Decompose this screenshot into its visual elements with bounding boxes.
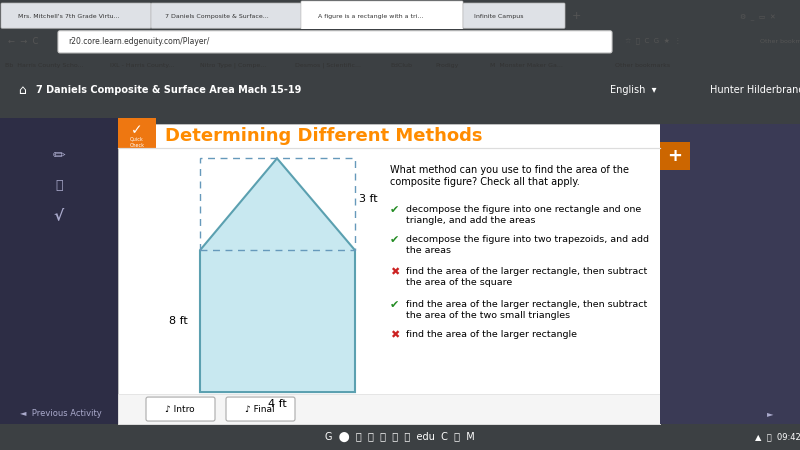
Text: Quick
Check: Quick Check (130, 137, 145, 148)
Text: ♪ Final: ♪ Final (245, 405, 275, 414)
Bar (200, 158, 355, 250)
Text: Mrs. Mitchell's 7th Grade Virtu...: Mrs. Mitchell's 7th Grade Virtu... (18, 14, 120, 18)
Bar (118, 394, 660, 424)
Text: decompose the figure into one rectangle and one
triangle, and add the areas: decompose the figure into one rectangle … (406, 205, 642, 225)
Text: ✖: ✖ (390, 267, 399, 277)
Text: ⌂: ⌂ (18, 84, 26, 97)
Text: r20.core.learn.edgenuity.com/Player/: r20.core.learn.edgenuity.com/Player/ (68, 37, 210, 46)
Text: Determining Different Methods: Determining Different Methods (165, 127, 482, 145)
Text: Other bookmarks: Other bookmarks (615, 63, 670, 68)
Text: 3 ft: 3 ft (359, 194, 378, 204)
Text: ►: ► (766, 410, 774, 418)
Text: 4 ft: 4 ft (268, 399, 287, 409)
Text: 8 ft: 8 ft (170, 316, 188, 326)
Text: +: + (667, 147, 682, 165)
FancyBboxPatch shape (301, 1, 463, 30)
Text: ✓: ✓ (131, 123, 143, 137)
Text: English  ▾: English ▾ (610, 86, 657, 95)
Text: Other bookmarks: Other bookmarks (760, 39, 800, 45)
FancyBboxPatch shape (146, 397, 215, 421)
FancyBboxPatch shape (463, 3, 565, 28)
Text: ✖: ✖ (390, 330, 399, 340)
Text: ♪ Intro: ♪ Intro (165, 405, 195, 414)
Text: √: √ (54, 208, 64, 223)
Text: Hunter Hilderbrand: Hunter Hilderbrand (710, 86, 800, 95)
Bar (0, 118, 118, 424)
Bar (660, 142, 690, 170)
Text: What method can you use to find the area of the
composite figure? Check all that: What method can you use to find the area… (390, 165, 629, 187)
Text: M  Monster Maker Ga...: M Monster Maker Ga... (490, 63, 563, 68)
Text: ✔: ✔ (390, 205, 399, 215)
Text: ✏: ✏ (53, 148, 66, 163)
FancyBboxPatch shape (226, 397, 295, 421)
Text: Infinite Campus: Infinite Campus (474, 14, 523, 18)
Polygon shape (200, 158, 355, 392)
Text: Desmos | Scientific...: Desmos | Scientific... (295, 63, 361, 68)
Text: IXL - Harris County...: IXL - Harris County... (110, 63, 174, 68)
FancyBboxPatch shape (151, 3, 301, 28)
Text: decompose the figure into two trapezoids, and add
the areas: decompose the figure into two trapezoids… (406, 235, 649, 255)
Text: ✔: ✔ (390, 235, 399, 245)
Text: Bb  Harris County Scho...: Bb Harris County Scho... (5, 63, 84, 68)
Bar (118, 118, 156, 148)
Text: ▲  🔊  09:42: ▲ 🔊 09:42 (755, 432, 800, 441)
Text: ◄  Previous Activity: ◄ Previous Activity (20, 410, 102, 418)
Text: 🎧: 🎧 (55, 179, 62, 192)
Text: ⚙  _  ▭  ✕: ⚙ _ ▭ ✕ (740, 13, 776, 19)
Text: find the area of the larger rectangle, then subtract
the area of the two small t: find the area of the larger rectangle, t… (406, 300, 647, 320)
Text: 7 Daniels Composite & Surface Area Mach 15-19: 7 Daniels Composite & Surface Area Mach … (36, 86, 302, 95)
Text: ☆  ⬛  C  G  ★  ⋮: ☆ ⬛ C G ★ ⋮ (625, 38, 682, 45)
Text: ✔: ✔ (390, 300, 399, 310)
Text: A figure is a rectangle with a tri...: A figure is a rectangle with a tri... (318, 14, 423, 18)
Text: Prodigy: Prodigy (435, 63, 458, 68)
Text: find the area of the larger rectangle, then subtract
the area of the square: find the area of the larger rectangle, t… (406, 267, 647, 287)
Text: +: + (572, 11, 582, 21)
Text: 7 Daniels Composite & Surface...: 7 Daniels Composite & Surface... (165, 14, 269, 18)
Text: find the area of the larger rectangle: find the area of the larger rectangle (406, 330, 577, 339)
Text: Nitro Type | Compe...: Nitro Type | Compe... (200, 63, 266, 68)
FancyBboxPatch shape (1, 3, 151, 28)
Bar (118, 124, 660, 424)
Text: EdClub: EdClub (390, 63, 412, 68)
Text: ←  →  C: ← → C (8, 37, 38, 46)
Bar (660, 124, 800, 424)
Text: G  ⬤  📷  👤  📊  🎯  🔤  edu  C  🎥  M: G ⬤ 📷 👤 📊 🎯 🔤 edu C 🎥 M (325, 432, 475, 442)
FancyBboxPatch shape (58, 31, 612, 53)
